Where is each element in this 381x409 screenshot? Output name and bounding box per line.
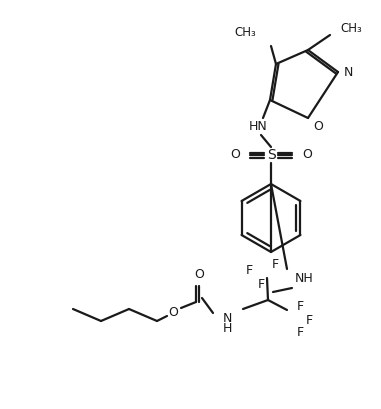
Text: F: F	[245, 263, 253, 276]
Text: F: F	[258, 277, 264, 290]
Text: N: N	[343, 67, 353, 79]
Text: F: F	[271, 258, 279, 270]
Text: O: O	[194, 268, 204, 281]
Text: O: O	[168, 306, 178, 319]
Text: O: O	[230, 148, 240, 162]
Text: H: H	[222, 323, 232, 335]
Text: NH: NH	[295, 272, 314, 285]
Text: F: F	[306, 314, 312, 326]
Text: CH₃: CH₃	[234, 25, 256, 38]
Text: F: F	[296, 326, 304, 339]
Text: CH₃: CH₃	[340, 22, 362, 34]
Text: HN: HN	[249, 119, 267, 133]
Text: F: F	[296, 299, 304, 312]
Text: O: O	[313, 119, 323, 133]
Text: S: S	[267, 148, 275, 162]
Text: N: N	[222, 312, 232, 326]
Text: O: O	[302, 148, 312, 162]
